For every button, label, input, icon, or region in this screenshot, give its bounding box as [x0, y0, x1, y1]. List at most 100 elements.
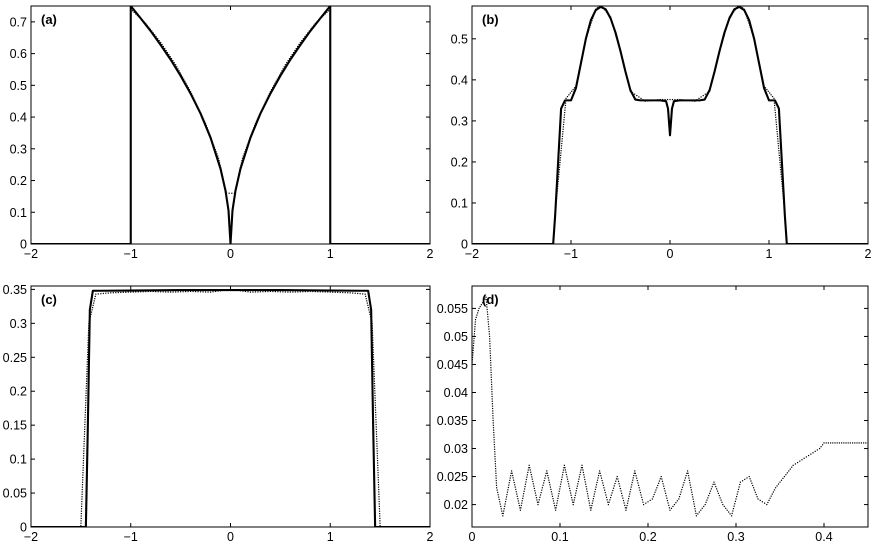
- data-point: [376, 455, 378, 457]
- data-point: [623, 67, 626, 69]
- data-point: [551, 495, 554, 497]
- data-point: [663, 487, 665, 490]
- data-point: [530, 471, 532, 473]
- data-point: [686, 472, 688, 474]
- data-point: [173, 62, 175, 64]
- data-point: [780, 173, 782, 176]
- data-point: [539, 496, 541, 498]
- data-point: [605, 11, 607, 13]
- data-point: [610, 496, 612, 499]
- data-point: [270, 89, 273, 91]
- data-point: [754, 40, 756, 42]
- data-point: [652, 496, 654, 498]
- data-point: [140, 18, 142, 20]
- data-point: [555, 504, 558, 507]
- data-point: [860, 442, 862, 444]
- x-tick-label: 0: [469, 530, 476, 544]
- data-point: [610, 494, 612, 496]
- data-point: [684, 479, 686, 481]
- x-tick-label: −2: [24, 530, 38, 544]
- data-point: [737, 488, 740, 490]
- data-point: [142, 291, 144, 293]
- data-point: [495, 467, 497, 470]
- data-point: [507, 486, 509, 489]
- data-point: [523, 488, 526, 490]
- data-point: [378, 488, 380, 491]
- data-point: [691, 100, 693, 102]
- data-point: [627, 498, 630, 500]
- data-point: [836, 442, 838, 444]
- data-point: [789, 468, 791, 470]
- data-point: [492, 415, 494, 417]
- data-point: [84, 423, 86, 426]
- data-point: [194, 291, 197, 293]
- data-point: [373, 378, 375, 380]
- data-point: [755, 493, 757, 496]
- data-point: [90, 313, 92, 315]
- data-point: [705, 501, 707, 503]
- data-point: [302, 38, 304, 40]
- data-point: [191, 93, 193, 95]
- data-point: [566, 476, 568, 478]
- data-point: [595, 484, 598, 486]
- data-point: [511, 472, 513, 474]
- data-point: [88, 322, 90, 324]
- data-point: [590, 507, 592, 509]
- data-point: [224, 289, 227, 291]
- data-point: [274, 291, 276, 293]
- y-tick-label: 0.6: [10, 47, 27, 61]
- data-point: [215, 151, 217, 153]
- data-point: [294, 49, 296, 52]
- data-point: [542, 484, 544, 486]
- data-point: [769, 92, 771, 94]
- data-point: [299, 291, 301, 293]
- data-point: [630, 486, 632, 488]
- data-point: [759, 499, 761, 501]
- data-point: [816, 449, 818, 451]
- data-point: [756, 496, 758, 498]
- data-point: [589, 26, 591, 29]
- data-point: [605, 494, 607, 496]
- data-point: [578, 476, 581, 478]
- data-point: [732, 510, 734, 512]
- data-point: [491, 391, 493, 393]
- data-point: [774, 112, 776, 114]
- data-point: [505, 496, 508, 498]
- data-point: [190, 290, 192, 293]
- data-point: [204, 291, 207, 293]
- data-point: [559, 488, 561, 490]
- data-point: [183, 78, 185, 80]
- data-point: [199, 112, 202, 114]
- data-point: [630, 488, 632, 491]
- data-point: [774, 109, 776, 111]
- data-point: [852, 442, 854, 444]
- data-point: [86, 375, 88, 377]
- data-point: [491, 403, 494, 405]
- data-point: [508, 484, 510, 486]
- data-point: [491, 395, 493, 398]
- panel-label: (d): [482, 292, 499, 307]
- data-point: [659, 98, 661, 101]
- data-point: [723, 35, 725, 37]
- data-point: [639, 489, 641, 491]
- data-point: [706, 92, 709, 94]
- data-point: [558, 493, 560, 495]
- data-point: [493, 439, 495, 441]
- data-point: [578, 478, 580, 480]
- data-point: [720, 499, 722, 501]
- x-tick-label: 0.2: [639, 530, 656, 544]
- data-point: [472, 347, 474, 349]
- data-point: [192, 95, 194, 97]
- data-point: [698, 97, 700, 99]
- data-point: [769, 497, 771, 499]
- data-point: [154, 34, 156, 36]
- data-point: [177, 68, 179, 70]
- data-point: [507, 489, 509, 491]
- data-point: [473, 337, 475, 340]
- data-point: [734, 503, 736, 505]
- x-tick-label: 1: [327, 247, 334, 261]
- data-point: [377, 479, 379, 481]
- data-point: [378, 491, 380, 493]
- data-point: [260, 110, 263, 112]
- data-point: [776, 133, 778, 135]
